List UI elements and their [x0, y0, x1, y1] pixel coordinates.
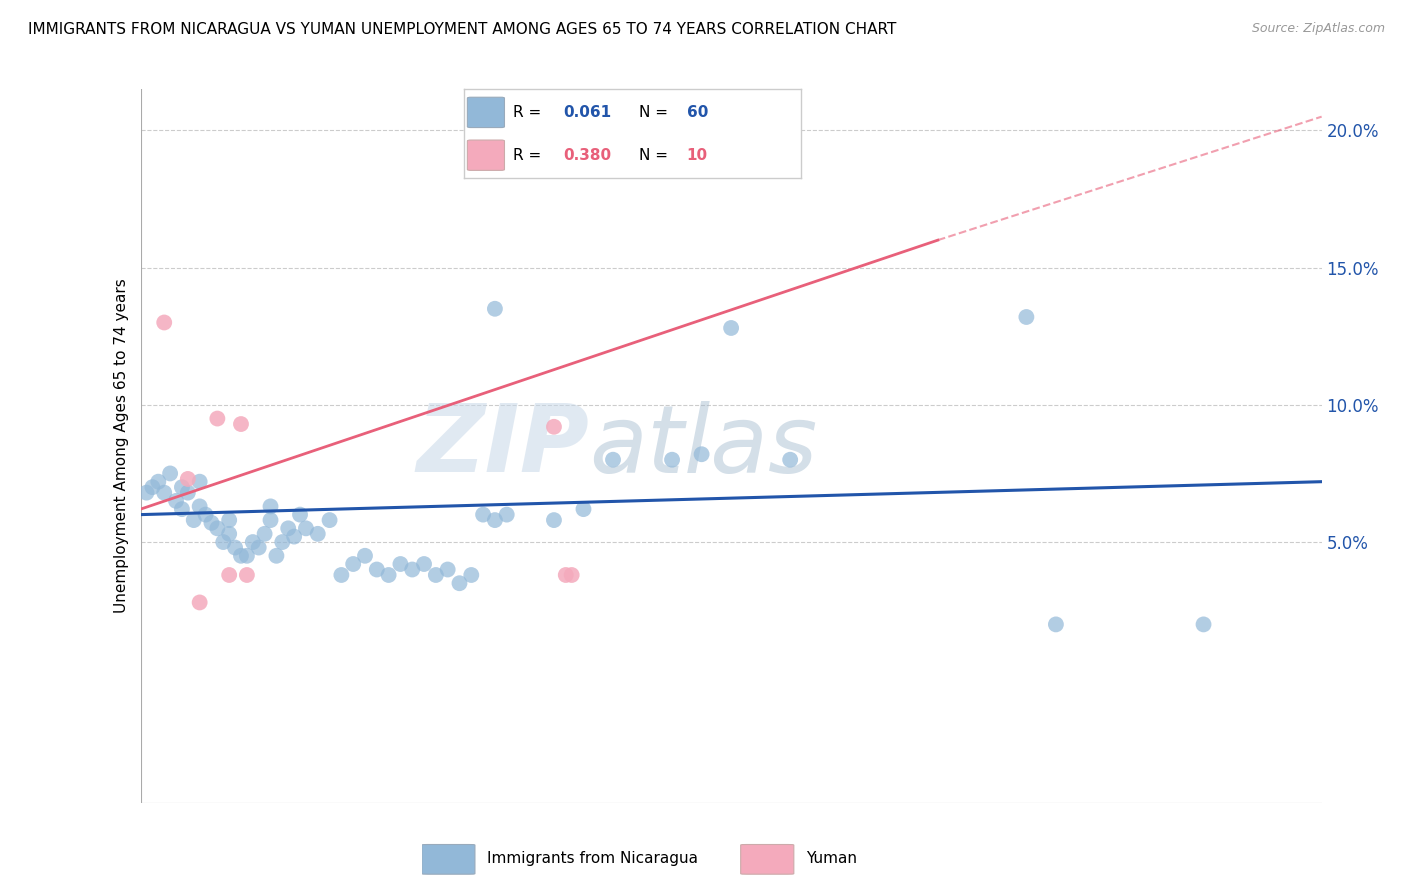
FancyBboxPatch shape [741, 845, 794, 874]
Point [218, 568, 240, 582]
Point [253, 526, 276, 541]
Point [266, 549, 288, 563]
Point [354, 549, 377, 563]
FancyBboxPatch shape [422, 845, 475, 874]
Point [153, 485, 176, 500]
Point [188, 475, 211, 489]
Point [183, 513, 205, 527]
Point [436, 562, 458, 576]
Point [472, 508, 495, 522]
Point [170, 502, 193, 516]
Point [1192, 617, 1215, 632]
Point [153, 316, 176, 330]
Text: 0.380: 0.380 [564, 148, 612, 162]
Point [177, 472, 200, 486]
Point [307, 526, 329, 541]
Point [159, 467, 181, 481]
Text: 10: 10 [686, 148, 707, 162]
Point [188, 500, 211, 514]
Point [277, 521, 299, 535]
Text: N =: N = [640, 148, 673, 162]
Point [259, 500, 281, 514]
Point [170, 480, 193, 494]
Point [229, 549, 252, 563]
Point [200, 516, 222, 530]
Point [218, 526, 240, 541]
Text: 0.061: 0.061 [564, 105, 612, 120]
Point [229, 417, 252, 431]
Point [413, 557, 436, 571]
Point [377, 568, 399, 582]
Point [207, 411, 229, 425]
Point [401, 562, 423, 576]
Point [148, 475, 170, 489]
Text: Yuman: Yuman [806, 851, 856, 866]
Point [543, 419, 565, 434]
Point [207, 521, 229, 535]
Point [1015, 310, 1038, 324]
Point [484, 513, 506, 527]
Point [389, 557, 412, 571]
Point [288, 508, 311, 522]
Point [177, 485, 200, 500]
Point [247, 541, 270, 555]
Point [224, 541, 246, 555]
Point [495, 508, 517, 522]
Point [141, 480, 163, 494]
Point [449, 576, 471, 591]
Point [212, 535, 235, 549]
Text: 60: 60 [686, 105, 709, 120]
Point [602, 452, 624, 467]
Point [295, 521, 318, 535]
Text: Source: ZipAtlas.com: Source: ZipAtlas.com [1251, 22, 1385, 36]
Text: ZIP: ZIP [416, 400, 589, 492]
Point [572, 502, 595, 516]
Point [271, 535, 294, 549]
Point [330, 568, 353, 582]
Text: N =: N = [640, 105, 673, 120]
Point [342, 557, 364, 571]
Point [135, 485, 157, 500]
Point [1045, 617, 1067, 632]
Point [366, 562, 388, 576]
Text: R =: R = [513, 148, 546, 162]
Point [460, 568, 482, 582]
Point [543, 513, 565, 527]
Point [318, 513, 340, 527]
Text: IMMIGRANTS FROM NICARAGUA VS YUMAN UNEMPLOYMENT AMONG AGES 65 TO 74 YEARS CORREL: IMMIGRANTS FROM NICARAGUA VS YUMAN UNEMP… [28, 22, 897, 37]
Point [165, 494, 187, 508]
Point [779, 452, 801, 467]
Y-axis label: Unemployment Among Ages 65 to 74 years: Unemployment Among Ages 65 to 74 years [114, 278, 129, 614]
Point [218, 513, 240, 527]
Point [690, 447, 713, 461]
Point [188, 595, 211, 609]
Point [720, 321, 742, 335]
Point [661, 452, 683, 467]
Text: atlas: atlas [589, 401, 818, 491]
Point [283, 530, 305, 544]
FancyBboxPatch shape [467, 140, 505, 170]
Point [236, 568, 259, 582]
FancyBboxPatch shape [467, 97, 505, 128]
Text: Immigrants from Nicaragua: Immigrants from Nicaragua [486, 851, 697, 866]
Point [259, 513, 281, 527]
Point [242, 535, 264, 549]
Point [425, 568, 447, 582]
Point [561, 568, 583, 582]
Text: R =: R = [513, 105, 546, 120]
Point [194, 508, 217, 522]
Point [236, 549, 259, 563]
Point [554, 568, 576, 582]
Point [484, 301, 506, 316]
